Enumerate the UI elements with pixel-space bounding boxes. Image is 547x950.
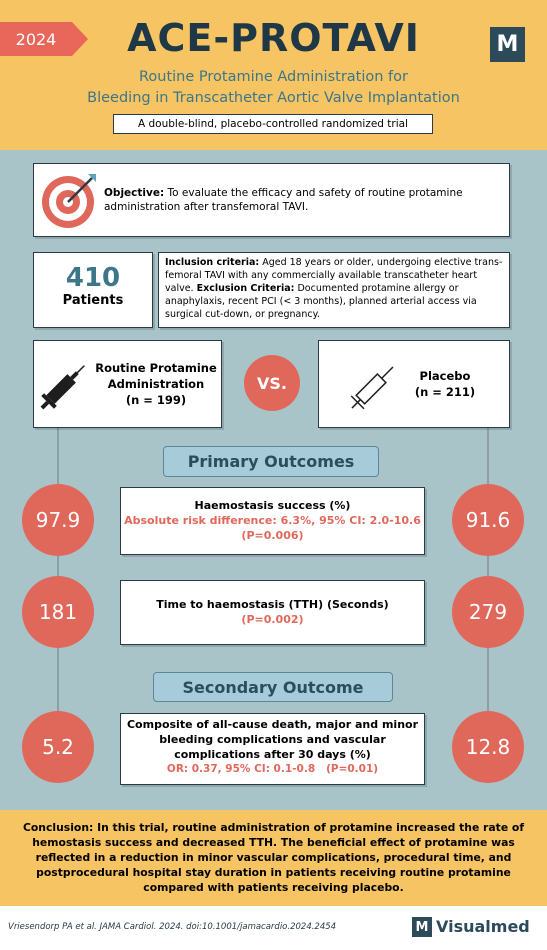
title: ACE-PROTAVI — [127, 16, 420, 60]
subtitle-line: Routine Protamine Administration for — [138, 69, 408, 85]
vs: VS. — [244, 355, 300, 411]
conclusion-label: Conclusion: — [22, 821, 94, 834]
year-badge-shape — [0, 22, 88, 56]
patients-box: 410 Patients — [33, 252, 153, 328]
result-right: 91.6 — [452, 484, 524, 556]
outcome-detail: Absolute risk difference: 6.3%, 95% CI: … — [124, 514, 421, 527]
logo: M — [490, 27, 525, 62]
outcome-title: Time to haemostasis (TTH) (Seconds) — [156, 598, 389, 611]
result-left: 181 — [22, 576, 94, 648]
outcome-box: Haemostasis success (%) Absolute risk di… — [120, 487, 425, 555]
syringe-icon — [350, 366, 394, 410]
arm-label: Placebo (n = 211) — [400, 368, 490, 400]
outcome-detail: OR: 0.37, 95% CI: 0.1-0.8 (P=0.01) — [166, 763, 379, 775]
outcome-title: Haemostasis success (%) — [194, 499, 351, 512]
conclusion: Conclusion: In this trial, routine admin… — [0, 810, 547, 906]
outcome-box: Composite of all-cause death, major and … — [120, 713, 425, 785]
arm-name: Placebo — [419, 369, 471, 383]
subtitle: Routine Protamine Administration for Ble… — [0, 67, 547, 109]
patients-label: Patients — [62, 293, 124, 308]
objective-text: To evaluate the efficacy and safety of r… — [104, 187, 463, 213]
citation: Vriesendorp PA et al. JAMA Cardiol. 2024… — [8, 922, 337, 932]
section-heading: Primary Outcomes — [163, 446, 379, 477]
outcome-box: Time to haemostasis (TTH) (Seconds) (P=0… — [120, 580, 425, 645]
conclusion-text: In this trial, routine administration of… — [32, 821, 525, 894]
brand-logo: M — [412, 917, 432, 937]
result-left: 97.9 — [22, 484, 94, 556]
exclusion-text: Documented protamine allergy or anaphyla… — [165, 283, 477, 320]
inclusion-text: Aged 18 years or older, undergoing elect… — [165, 257, 503, 294]
section-heading: Secondary Outcome — [153, 672, 393, 702]
arm-name: Routine Protamine — [95, 361, 217, 375]
outcome-title: bleeding complications and vascular — [159, 733, 386, 746]
objective-label: Objective: — [104, 187, 165, 199]
outcome-title: Composite of all-cause death, major and … — [126, 718, 419, 731]
objective-box — [33, 163, 510, 237]
year: 2024 — [15, 29, 57, 49]
result-right: 279 — [452, 576, 524, 648]
outcome-detail: (P=0.006) — [241, 529, 304, 542]
exclusion-label: Exclusion Criteria: — [196, 283, 295, 294]
criteria-box: Inclusion criteria: Aged 18 years or old… — [158, 252, 510, 328]
objective: Objective: To evaluate the efficacy and … — [104, 186, 499, 214]
outcome-title: complications after 30 days (%) — [174, 748, 371, 761]
arm-box — [318, 340, 510, 428]
result-left: 5.2 — [22, 711, 94, 783]
subtitle-line: Bleeding in Transcatheter Aortic Valve I… — [87, 90, 460, 106]
footer — [0, 906, 547, 950]
patients-count: 410 — [65, 263, 121, 293]
arm-label: Routine Protamine Administration (n = 19… — [92, 360, 220, 408]
arm-name: Administration — [107, 377, 205, 391]
syringe-icon — [40, 365, 85, 410]
arm-n: (n = 199) — [125, 393, 187, 407]
design: A double-blind, placebo-controlled rando… — [113, 114, 433, 134]
target-icon — [42, 174, 96, 228]
result-right: 12.8 — [452, 711, 524, 783]
arm-n: (n = 211) — [414, 385, 476, 399]
brand: Visualmed — [436, 917, 530, 936]
outcome-detail: (P=0.002) — [241, 613, 304, 626]
inclusion-label: Inclusion criteria: — [165, 257, 260, 268]
